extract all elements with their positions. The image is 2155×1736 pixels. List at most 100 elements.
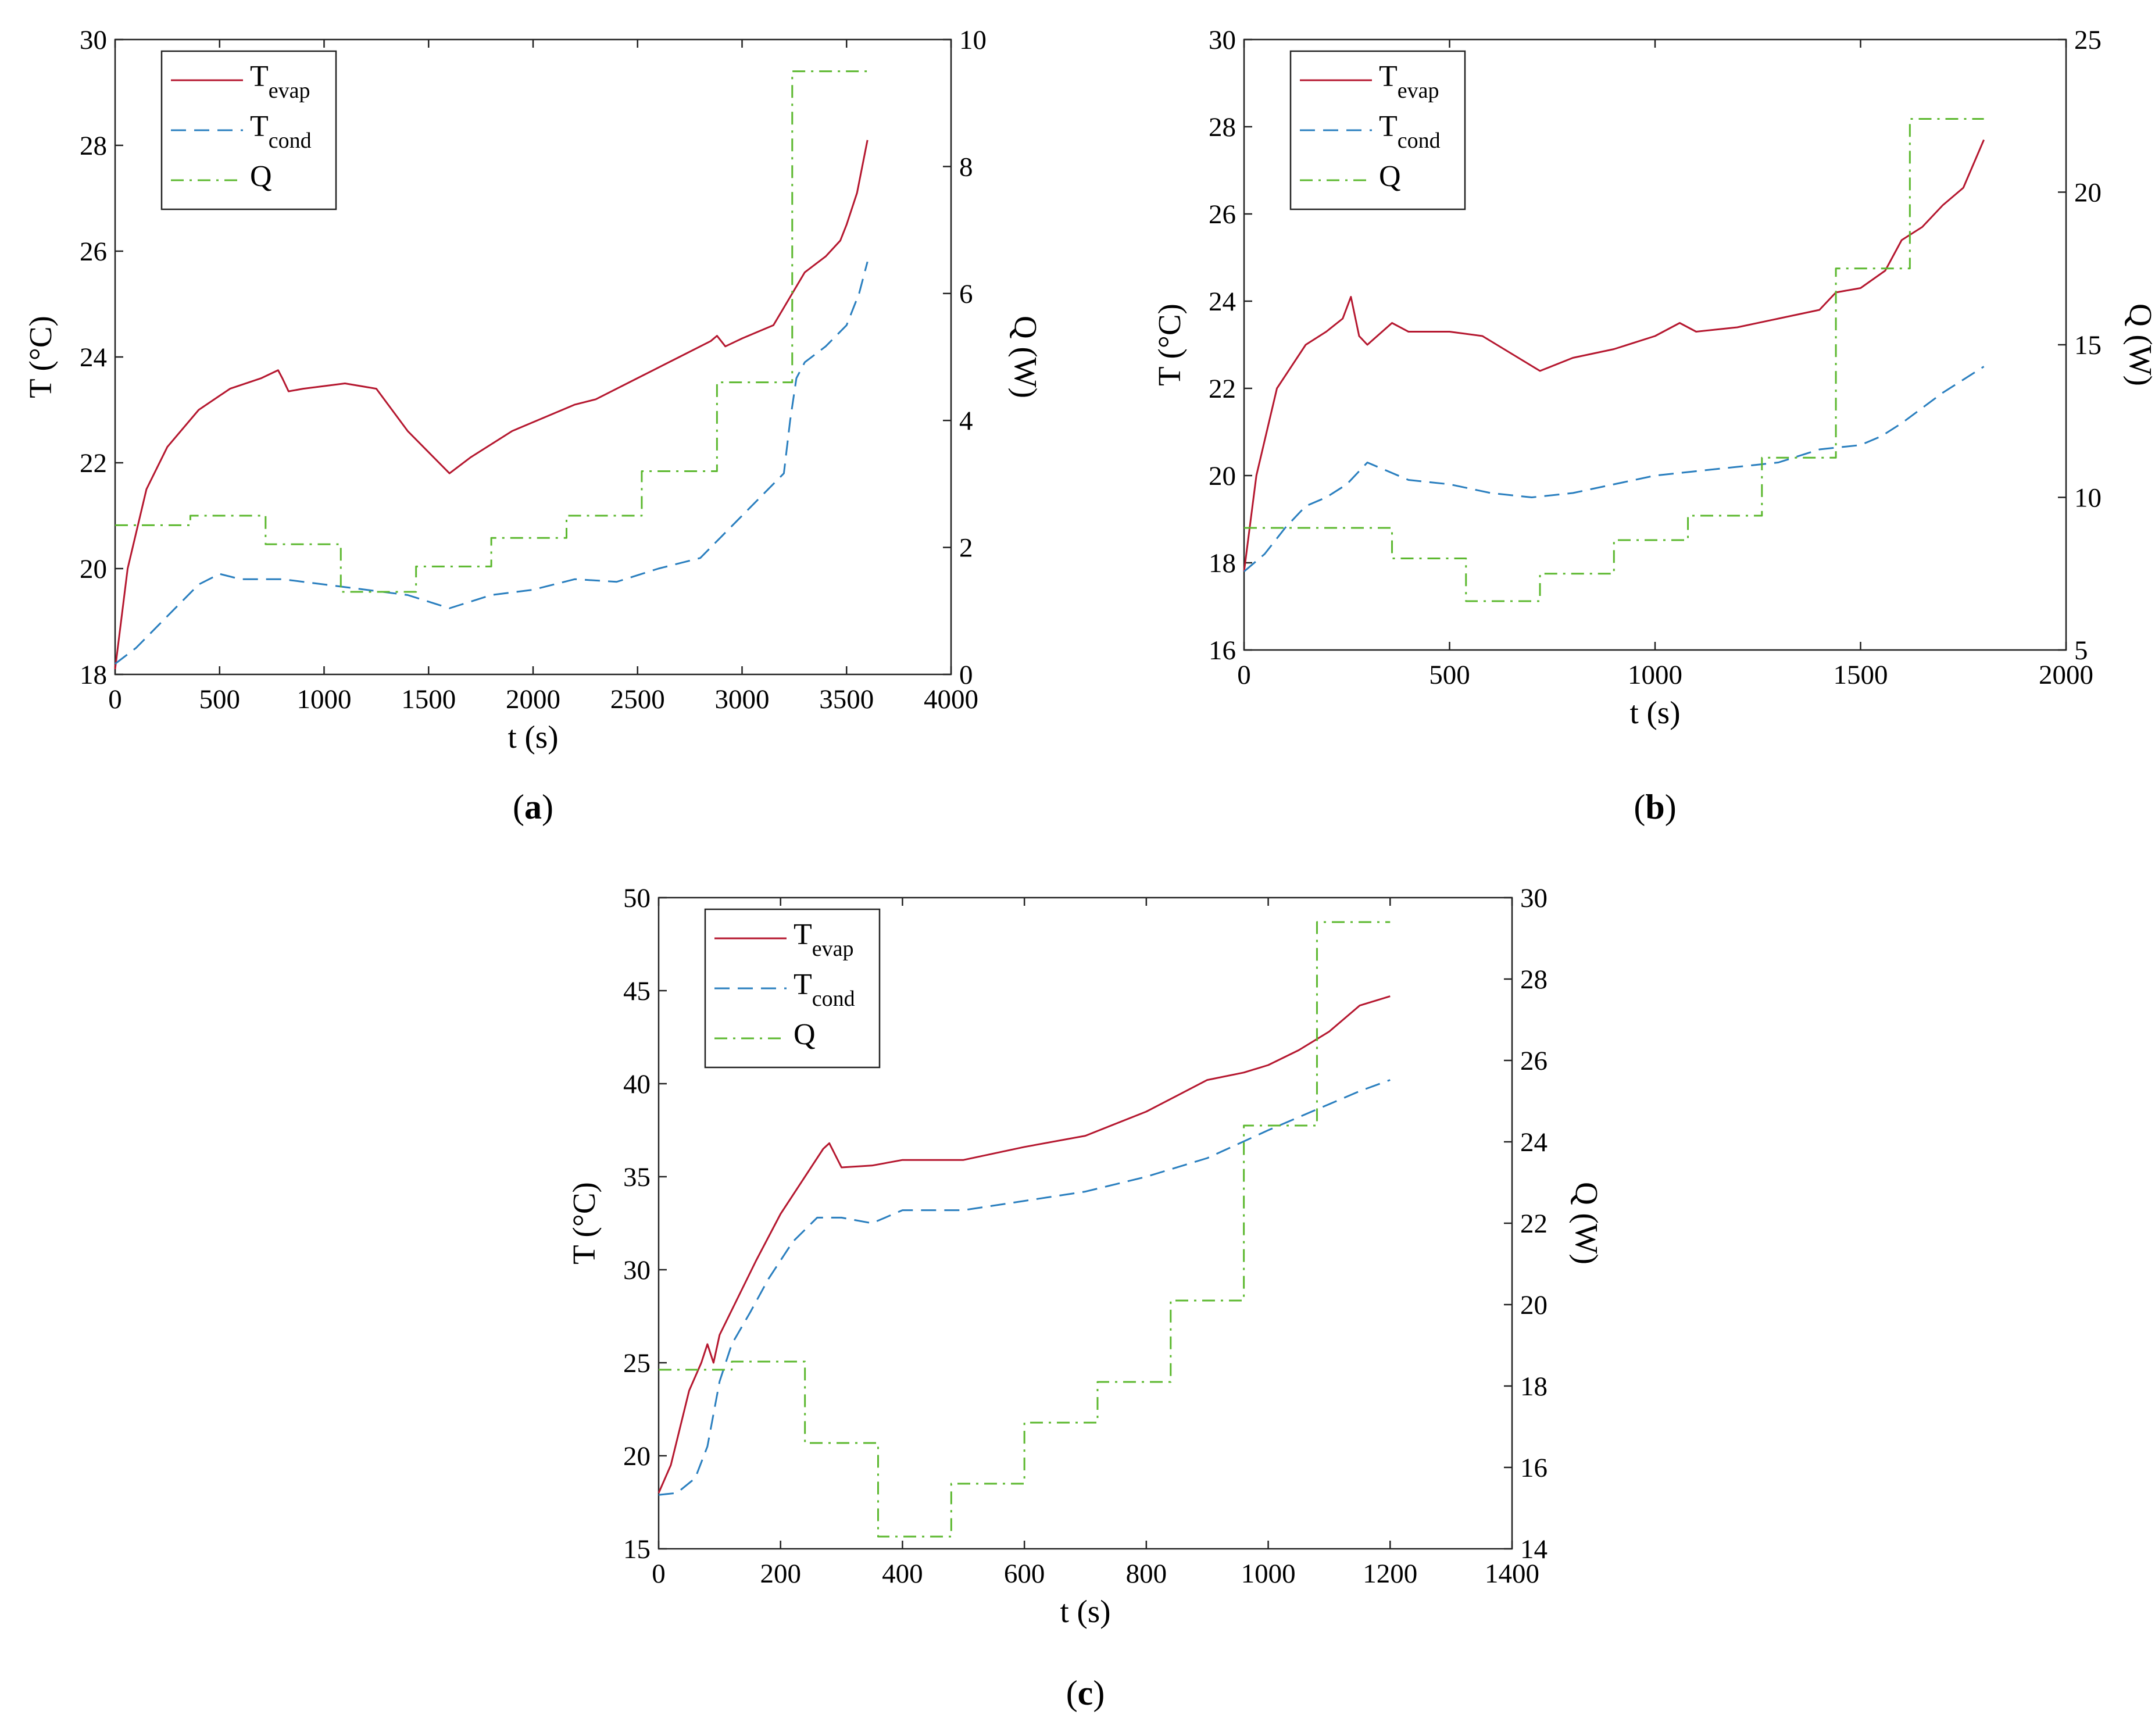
y-left-tick-label: 20 <box>1209 461 1236 491</box>
y-left-tick-label: 24 <box>1209 287 1236 317</box>
y-right-tick-label: 20 <box>1520 1290 1548 1320</box>
series-line-t-cond <box>1243 366 1985 573</box>
x-tick-label: 3500 <box>819 684 874 715</box>
y-right-tick-label: 2 <box>959 533 973 563</box>
y-left-tick-label: 28 <box>1209 112 1236 142</box>
y-left-tick-label: 25 <box>623 1348 651 1378</box>
y-left-tick-label: 22 <box>1209 374 1236 404</box>
series-line-t-evap <box>114 140 869 670</box>
legend-label-main: T <box>1379 110 1398 143</box>
x-tick-label: 1400 <box>1485 1559 1539 1589</box>
y-left-tick-label: 26 <box>80 237 107 267</box>
series-line-q <box>659 921 1391 1538</box>
x-tick-label: 1500 <box>401 684 456 715</box>
y-right-tick-label: 20 <box>2074 178 2102 208</box>
y-right-axis-label: Q (W) <box>1569 1182 1604 1265</box>
y-left-tick-label: 30 <box>1209 25 1236 55</box>
panel-letter: a <box>524 788 542 826</box>
legend-label-sub: cond <box>812 987 855 1011</box>
y-right-tick-label: 15 <box>2074 330 2102 360</box>
y-right-tick-label: 0 <box>959 660 973 690</box>
y-left-tick-label: 26 <box>1209 199 1236 230</box>
y-left-tick-label: 30 <box>623 1255 651 1285</box>
legend-label-sub: evap <box>812 937 854 961</box>
legend-label-main: Q <box>1379 160 1401 193</box>
y-right-tick-label: 10 <box>2074 483 2102 513</box>
y-right-tick-label: 16 <box>1520 1453 1548 1483</box>
panel-letter: c <box>1078 1674 1093 1712</box>
y-left-tick-label: 35 <box>623 1162 651 1192</box>
x-tick-label: 3000 <box>715 684 770 715</box>
y-left-tick-label: 22 <box>80 448 107 478</box>
legend-label: Tevap <box>794 918 854 961</box>
y-left-tick-label: 16 <box>1209 635 1236 666</box>
y-right-tick-label: 25 <box>2074 25 2102 55</box>
legend-label-sub: cond <box>269 128 312 153</box>
y-right-tick-label: 18 <box>1520 1371 1548 1402</box>
x-tick-label: 1000 <box>1241 1559 1296 1589</box>
legend-label-main: T <box>794 968 812 1001</box>
y-left-tick-label: 18 <box>80 660 107 690</box>
series-line-q <box>115 70 868 593</box>
legend-label: Tcond <box>794 968 855 1011</box>
legend-label-sub: evap <box>269 78 310 103</box>
x-axis-label: t (s) <box>508 719 558 755</box>
legend-label-main: T <box>1379 60 1398 93</box>
legend-label-main: Q <box>250 160 272 193</box>
x-tick-label: 2500 <box>610 684 665 715</box>
y-left-tick-label: 40 <box>623 1069 651 1099</box>
x-tick-label: 600 <box>1004 1559 1045 1589</box>
legend-box <box>1289 50 1466 210</box>
series-line-t-cond <box>658 1079 1391 1496</box>
x-tick-label: 500 <box>199 684 241 715</box>
chart-panel-b: 0 500 1000 1500 2000 16 18 20 22 24 26 28 30 5 10 15 20 2… <box>1152 25 2155 826</box>
x-tick-label: 200 <box>760 1559 801 1589</box>
legend-label: Tcond <box>250 110 312 153</box>
panel-label: (b) <box>1634 788 1676 826</box>
legend-label-sub: cond <box>1398 128 1441 153</box>
legend-label-sub: evap <box>1398 78 1439 103</box>
x-tick-label: 2000 <box>506 684 560 715</box>
y-right-tick-label: 24 <box>1520 1127 1548 1158</box>
y-right-tick-label: 28 <box>1520 965 1548 995</box>
x-tick-label: 0 <box>652 1559 666 1589</box>
legend-label: Q <box>250 160 272 193</box>
x-tick-label: 1200 <box>1363 1559 1417 1589</box>
y-right-tick-label: 26 <box>1520 1046 1548 1076</box>
y-left-axis-label: T (°C) <box>1152 303 1187 386</box>
legend-box <box>704 908 881 1069</box>
y-right-tick-label: 10 <box>959 25 987 55</box>
panel-letter: b <box>1645 788 1664 826</box>
x-tick-label: 1000 <box>1628 660 1682 690</box>
x-tick-label: 1500 <box>1834 660 1888 690</box>
x-axis-label: t (s) <box>1060 1594 1110 1629</box>
y-right-tick-label: 14 <box>1520 1534 1548 1564</box>
series-line-t-cond <box>115 261 869 665</box>
panel-label: (c) <box>1066 1674 1105 1712</box>
y-left-tick-label: 24 <box>80 342 107 373</box>
y-right-tick-label: 4 <box>959 406 973 436</box>
y-left-tick-label: 50 <box>623 883 651 913</box>
y-left-tick-label: 18 <box>1209 548 1236 578</box>
x-tick-label: 1000 <box>297 684 352 715</box>
y-right-tick-label: 8 <box>959 152 973 182</box>
legend-label: Q <box>794 1018 816 1051</box>
x-tick-label: 500 <box>1429 660 1470 690</box>
x-tick-label: 400 <box>882 1559 923 1589</box>
series-line-t-evap <box>657 995 1391 1494</box>
y-left-axis-label: T (°C) <box>23 316 58 398</box>
legend-box <box>160 50 337 210</box>
legend-label: Tevap <box>1379 60 1439 103</box>
x-tick-label: 2000 <box>2039 660 2093 690</box>
panel-label: (a) <box>513 788 553 826</box>
y-left-tick-label: 20 <box>80 554 107 584</box>
chart-panel-a: 0 500 1000 1500 2000 2500 3000 3500 400018202224… <box>23 25 1043 826</box>
y-left-tick-label: 30 <box>80 25 107 55</box>
series-line-q <box>1244 118 1984 602</box>
legend-label-main: T <box>794 918 812 951</box>
x-axis-label: t (s) <box>1629 695 1680 730</box>
y-right-axis-label: Q (W) <box>2123 303 2155 386</box>
y-right-axis-label: Q (W) <box>1008 316 1043 398</box>
legend-label: Q <box>1379 160 1401 193</box>
